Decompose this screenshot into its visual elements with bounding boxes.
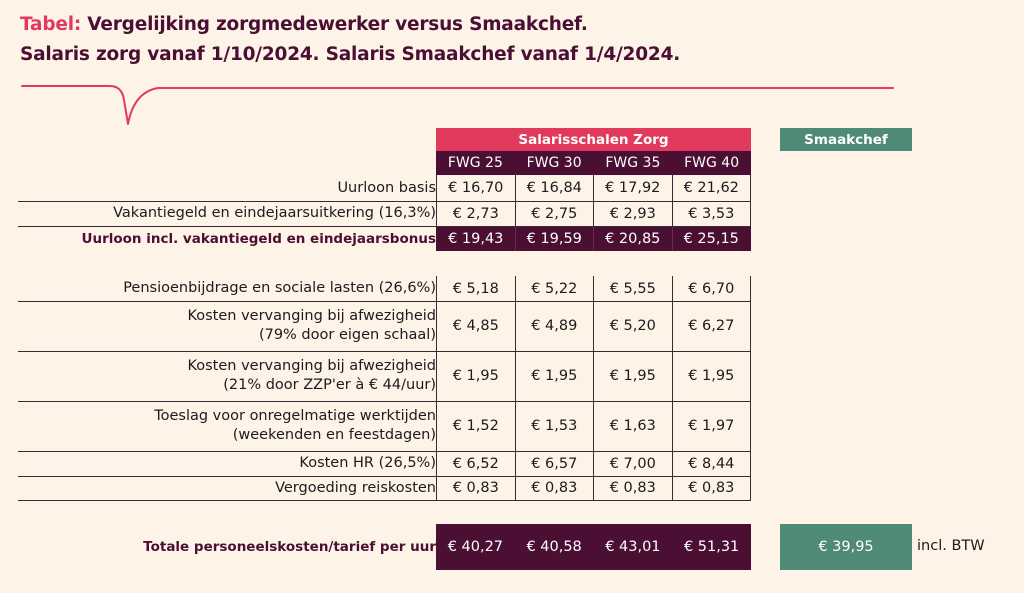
table-cell: € 16,70 [436, 175, 515, 201]
table-cell: € 1,95 [436, 351, 515, 401]
table-cell: € 16,84 [514, 175, 594, 201]
row-label: Uurloon incl. vakantiegeld en eindejaars… [18, 227, 437, 251]
table-cell: € 1,63 [593, 401, 672, 451]
row-label: Uurloon basis [18, 175, 436, 201]
column-header: FWG 35 [605, 155, 661, 171]
title-accent: Tabel: [20, 14, 82, 35]
title-line-2: Salaris zorg vanaf 1/10/2024. Salaris Sm… [20, 44, 681, 65]
table-cell: € 5,22 [514, 276, 594, 301]
table-cell: € 6,70 [671, 276, 751, 301]
table-cell: € 0,83 [436, 476, 515, 500]
row-label: Pensioenbijdrage en sociale lasten (26,6… [18, 276, 436, 301]
row-label-text: Pensioenbijdrage en sociale lasten (26,6… [123, 280, 436, 296]
total-cell: € 51,31 [683, 539, 740, 555]
total-cell: € 40,27 [447, 539, 504, 555]
table-row: Kosten vervanging bij afwezigheid (79% d… [18, 301, 751, 352]
table-cell: € 3,53 [671, 201, 751, 226]
row-label-text: Kosten HR (26,5%) [299, 455, 436, 471]
table-cell: € 5,18 [436, 276, 515, 301]
table-cell: € 2,93 [593, 201, 672, 226]
total-cell: € 43,01 [605, 539, 661, 555]
row-label: Kosten vervanging bij afwezigheid (79% d… [18, 301, 436, 351]
table-row: Kosten HR (26,5%) € 6,52 € 6,57 € 7,00 €… [18, 451, 751, 477]
row-label: Kosten vervanging bij afwezigheid (21% d… [18, 351, 436, 401]
row-label-subtext: (79% door eigen schaal) [258, 327, 436, 343]
row-label-text: Uurloon incl. vakantiegeld en eindejaars… [81, 230, 437, 247]
table-cell: € 19,43 [436, 227, 515, 251]
header-smaakchef: Smaakchef [780, 128, 912, 151]
table-cell: € 19,59 [514, 227, 593, 251]
row-label-text: Kosten vervanging bij afwezigheid [187, 308, 436, 324]
table-cell: € 7,00 [593, 451, 672, 476]
table-cell: € 2,73 [436, 201, 515, 226]
table-cell: € 1,95 [593, 351, 672, 401]
total-row: Totale personeelskosten/tarief per uur €… [18, 524, 751, 570]
table-cell: € 1,97 [671, 401, 751, 451]
page-title: Tabel: Vergelijking zorgmedewerker versu… [20, 10, 680, 70]
table-cell: € 8,44 [671, 451, 751, 476]
header-salarisschalen: Salarisschalen Zorg [436, 128, 751, 151]
column-header: FWG 40 [684, 155, 740, 171]
title-text-1: Vergelijking zorgmedewerker versus Smaak… [81, 14, 588, 35]
smaakchef-total: € 39,95 [780, 524, 912, 570]
row-label: Toeslag voor onregelmatige werktijden (w… [18, 401, 436, 451]
row-label-text: Kosten vervanging bij afwezigheid [187, 358, 436, 374]
table-cell: € 6,27 [671, 301, 751, 351]
column-header: FWG 25 [447, 155, 503, 171]
table-cell: € 1,95 [671, 351, 751, 401]
total-cell: € 40,58 [526, 539, 582, 555]
row-label-text: Vakantiegeld en eindejaarsuitkering (16,… [113, 205, 436, 221]
row-label: Kosten HR (26,5%) [18, 451, 436, 476]
table-cell: € 25,15 [671, 227, 751, 251]
row-label-text: Toeslag voor onregelmatige werktijden [154, 408, 436, 424]
table-cell: € 0,83 [514, 476, 594, 500]
table-cell: € 0,83 [671, 476, 751, 500]
row-label-text: Uurloon basis [337, 179, 436, 196]
table-cell: € 1,52 [436, 401, 515, 451]
row-label: Vakantiegeld en eindejaarsuitkering (16,… [18, 201, 436, 226]
table-row-highlight: Uurloon incl. vakantiegeld en eindejaars… [18, 227, 751, 251]
table-cell: € 6,52 [436, 451, 515, 476]
table-cell: € 5,55 [593, 276, 672, 301]
table-row: Toeslag voor onregelmatige werktijden (w… [18, 401, 751, 452]
table-cell: € 5,20 [593, 301, 672, 351]
table-cell: € 0,83 [593, 476, 672, 500]
table-cell: € 1,95 [514, 351, 594, 401]
row-label-subtext: (weekenden en feestdagen) [232, 427, 436, 443]
total-label: Totale personeelskosten/tarief per uur [143, 539, 436, 555]
table-row: Vergoeding reiskosten € 0,83 € 0,83 € 0,… [18, 476, 751, 501]
table-cell: € 2,75 [514, 201, 594, 226]
table-row: Uurloon basis € 16,70 € 16,84 € 17,92 € … [18, 175, 751, 202]
btw-note: incl. BTW [917, 538, 985, 554]
table-cell: € 20,85 [593, 227, 672, 251]
column-headers: FWG 25 FWG 30 FWG 35 FWG 40 [436, 151, 751, 175]
title-line-1: Tabel: Vergelijking zorgmedewerker versu… [20, 10, 680, 40]
table-cell: € 4,85 [436, 301, 515, 351]
table-cell: € 4,89 [514, 301, 594, 351]
table-row: Pensioenbijdrage en sociale lasten (26,6… [18, 276, 751, 302]
row-label-text: Vergoeding reiskosten [275, 479, 436, 496]
row-label: Vergoeding reiskosten [18, 476, 436, 500]
row-label-subtext: (21% door ZZP'er à € 44/uur) [223, 377, 436, 393]
table-row: Kosten vervanging bij afwezigheid (21% d… [18, 351, 751, 402]
table-cell: € 1,53 [514, 401, 594, 451]
table-row: Vakantiegeld en eindejaarsuitkering (16,… [18, 201, 751, 227]
column-header: FWG 30 [526, 155, 582, 171]
table-cell: € 17,92 [593, 175, 672, 201]
table-cell: € 21,62 [671, 175, 751, 201]
table-cell: € 6,57 [514, 451, 594, 476]
speech-bubble-divider [21, 85, 894, 125]
